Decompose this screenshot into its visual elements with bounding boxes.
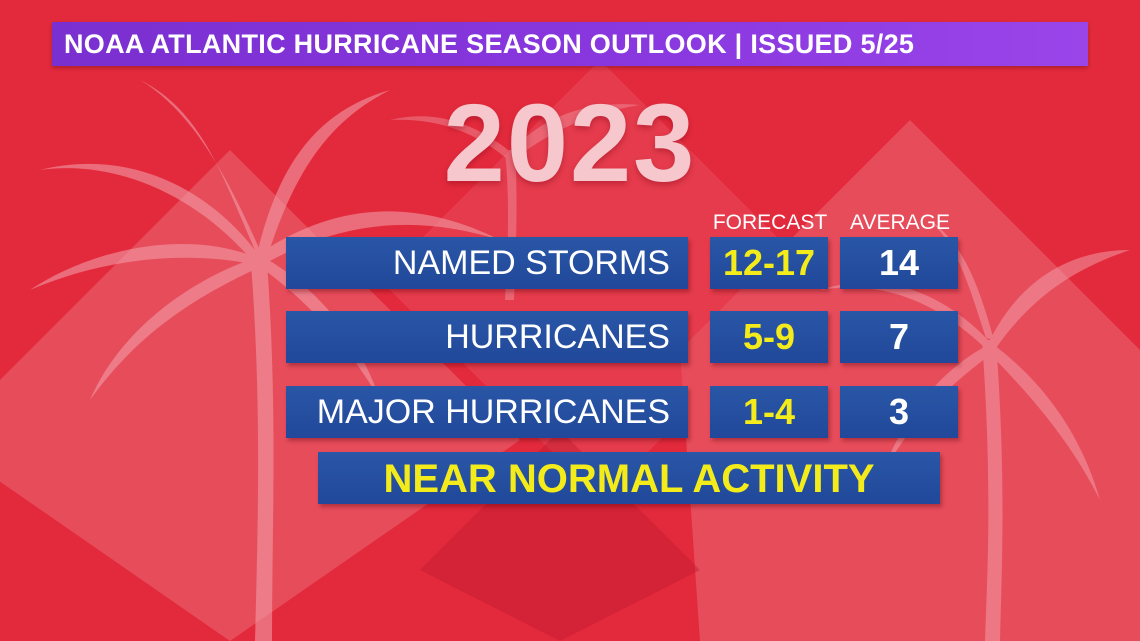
page-title: NOAA ATLANTIC HURRICANE SEASON OUTLOOK |… [64, 29, 915, 59]
major-hurricanes-forecast-value: 1-4 [710, 386, 828, 438]
hurricanes-average-value: 7 [840, 311, 958, 363]
header-bar: NOAA ATLANTIC HURRICANE SEASON OUTLOOK |… [52, 22, 1088, 66]
row-label-hurricanes: HURRICANES [286, 311, 688, 363]
major-hurricanes-average-value: 3 [840, 386, 958, 438]
season-year: 2023 [443, 82, 697, 205]
average-column-header: AVERAGE [850, 211, 950, 234]
row-label-major-hurricanes: MAJOR HURRICANES [286, 386, 688, 438]
activity-summary-banner: NEAR NORMAL ACTIVITY [318, 452, 940, 504]
forecast-column-header: FORECAST [712, 211, 828, 234]
row-label-named-storms: NAMED STORMS [286, 237, 688, 289]
named-storms-forecast-value: 12-17 [710, 237, 828, 289]
named-storms-average-value: 14 [840, 237, 958, 289]
hurricanes-forecast-value: 5-9 [710, 311, 828, 363]
